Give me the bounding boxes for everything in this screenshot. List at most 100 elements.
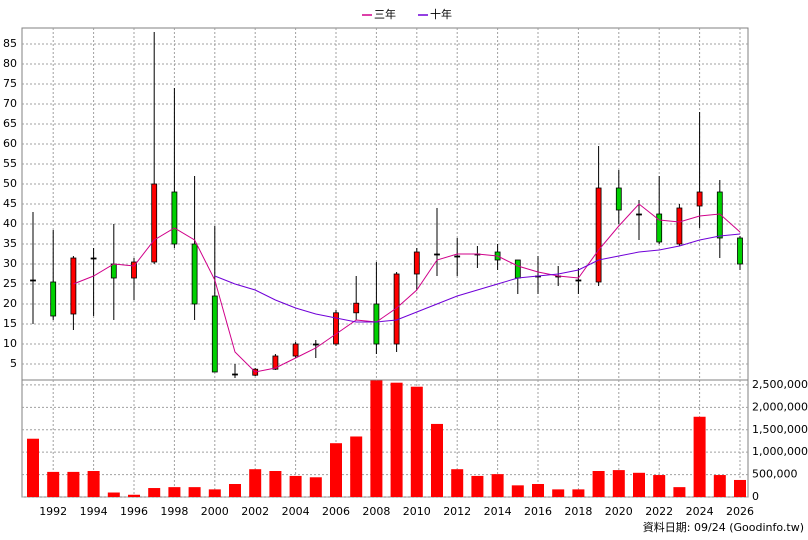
volume-bar bbox=[713, 475, 726, 497]
volume-bar bbox=[128, 494, 140, 497]
y-tick-label: 75 bbox=[3, 77, 17, 90]
x-tick-label: 2024 bbox=[686, 505, 714, 518]
x-tick-label: 2020 bbox=[605, 505, 633, 518]
y-tick-label: 15 bbox=[3, 317, 17, 330]
y2-tick-label: 500,000 bbox=[752, 468, 798, 481]
volume-bar bbox=[188, 487, 201, 497]
y-tick-label: 5 bbox=[10, 357, 17, 370]
plot-frame bbox=[21, 27, 749, 498]
x-tick-label: 2004 bbox=[282, 505, 310, 518]
volume-bar bbox=[612, 470, 625, 497]
candle-body bbox=[70, 257, 77, 315]
y-tick-label: 45 bbox=[3, 197, 17, 210]
candle-body bbox=[30, 279, 36, 282]
x-tick-label: 2012 bbox=[443, 505, 471, 518]
volume-bar bbox=[67, 471, 80, 497]
source-note: 資料日期: 09/24 (Goodinfo.tw) bbox=[643, 520, 804, 534]
x-tick-label: 1998 bbox=[160, 505, 188, 518]
candle-body bbox=[272, 355, 279, 370]
candle-body bbox=[90, 257, 97, 260]
volume-bar bbox=[633, 472, 645, 497]
candle-body bbox=[292, 343, 299, 357]
x-tick-label: 2006 bbox=[322, 505, 350, 518]
volume-bar bbox=[592, 471, 605, 497]
volume-bar bbox=[330, 443, 342, 497]
candle-body bbox=[454, 255, 461, 258]
candle-body bbox=[434, 253, 440, 256]
y2-tick-label: 0 bbox=[752, 490, 759, 503]
candle-body bbox=[413, 251, 420, 275]
volume-bar bbox=[168, 487, 181, 497]
candle-body bbox=[514, 259, 521, 279]
x-tick-label: 2022 bbox=[645, 505, 673, 518]
candle-body bbox=[595, 187, 602, 283]
y-tick-label: 40 bbox=[3, 217, 17, 230]
candle-body bbox=[353, 302, 360, 314]
candle-body bbox=[191, 243, 198, 305]
x-tick-label: 2008 bbox=[362, 505, 390, 518]
x-tick-label: 1994 bbox=[80, 505, 108, 518]
y2-tick-label: 1,500,000 bbox=[752, 423, 808, 436]
candle-body bbox=[656, 213, 663, 243]
volume-bar bbox=[390, 382, 403, 497]
y-tick-label: 35 bbox=[3, 237, 17, 250]
candle-body bbox=[171, 191, 178, 245]
x-tick-label: 1996 bbox=[120, 505, 148, 518]
y-tick-label: 25 bbox=[3, 277, 17, 290]
volume-bar bbox=[87, 471, 100, 497]
x-tick-label: 2000 bbox=[201, 505, 229, 518]
y-tick-label: 80 bbox=[3, 57, 17, 70]
candle-body bbox=[151, 183, 158, 263]
candle-body bbox=[696, 191, 703, 207]
volume-bar bbox=[511, 485, 524, 497]
candle-body bbox=[676, 207, 683, 245]
y2-tick-label: 2,000,000 bbox=[752, 400, 808, 413]
candle-body bbox=[131, 261, 137, 279]
y-tick-label: 65 bbox=[3, 117, 17, 130]
volume-bar bbox=[27, 438, 39, 497]
volume-bar bbox=[249, 469, 262, 497]
candle-body bbox=[575, 279, 582, 282]
x-tick-label: 2014 bbox=[484, 505, 512, 518]
x-tick-label: 2016 bbox=[524, 505, 552, 518]
volume-bar bbox=[451, 469, 464, 497]
y-tick-label: 55 bbox=[3, 157, 17, 170]
ma-line bbox=[214, 233, 741, 323]
candle-body bbox=[636, 213, 642, 216]
volume-bar bbox=[47, 471, 60, 497]
candle-body bbox=[737, 237, 743, 265]
volume-bar bbox=[309, 477, 322, 497]
volume-bar bbox=[289, 475, 302, 497]
volume-bar bbox=[471, 475, 484, 497]
volume-bar bbox=[107, 492, 120, 497]
candle-body bbox=[211, 295, 218, 373]
candle-body bbox=[373, 303, 380, 345]
y-tick-label: 10 bbox=[3, 337, 17, 350]
candle-body bbox=[716, 191, 723, 239]
volume-bar bbox=[673, 487, 686, 497]
volume-bar bbox=[431, 423, 443, 497]
y-tick-label: 30 bbox=[3, 257, 17, 270]
volume-bar bbox=[350, 436, 363, 497]
volume-bar bbox=[734, 479, 746, 497]
volume-bar bbox=[148, 488, 161, 497]
x-tick-label: 2010 bbox=[403, 505, 431, 518]
volume-bar bbox=[532, 484, 544, 497]
candle-body bbox=[615, 187, 622, 211]
volume-bar bbox=[269, 471, 282, 497]
ma-line bbox=[73, 203, 741, 373]
volume-bar bbox=[491, 474, 504, 497]
candle-body bbox=[312, 343, 319, 346]
y-tick-label: 50 bbox=[3, 177, 17, 190]
volume-bar bbox=[552, 489, 565, 497]
y2-tick-label: 2,500,000 bbox=[752, 378, 808, 391]
candle-body bbox=[393, 273, 400, 345]
candle-body bbox=[50, 281, 57, 317]
y-tick-label: 85 bbox=[3, 37, 17, 50]
volume-bar bbox=[208, 489, 221, 497]
y-tick-label: 70 bbox=[3, 97, 17, 110]
legend-label: 十年 bbox=[430, 7, 452, 21]
y-tick-label: 60 bbox=[3, 137, 17, 150]
volume-bar bbox=[370, 380, 383, 497]
x-tick-label: 2002 bbox=[241, 505, 269, 518]
